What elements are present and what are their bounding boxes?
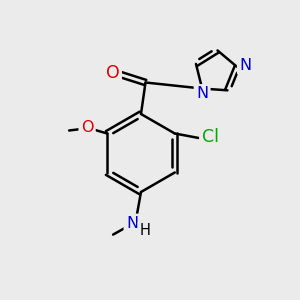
Text: O: O <box>81 120 93 135</box>
Text: N: N <box>196 86 208 101</box>
Text: N: N <box>239 58 251 73</box>
Text: H: H <box>140 223 151 238</box>
Text: N: N <box>126 216 138 231</box>
Text: O: O <box>106 64 119 82</box>
Text: Cl: Cl <box>202 128 219 146</box>
